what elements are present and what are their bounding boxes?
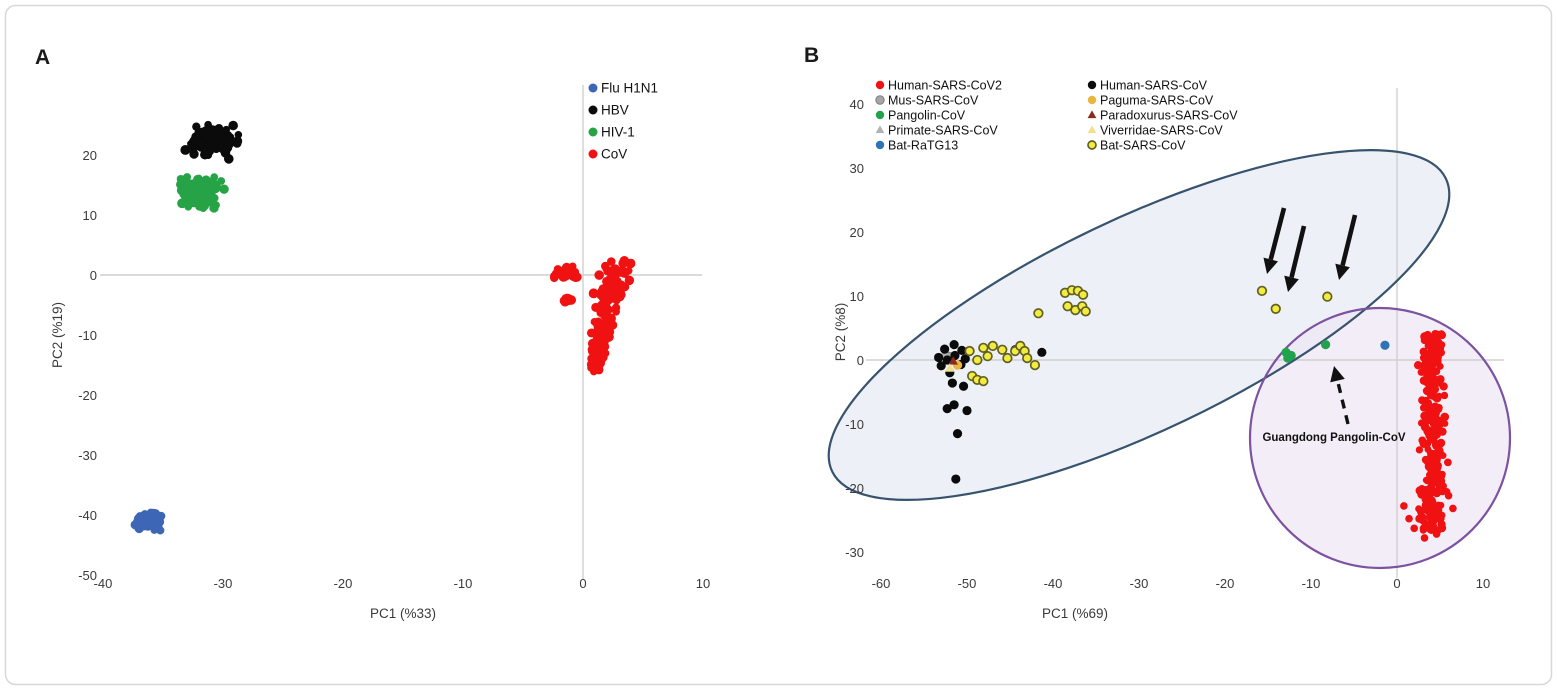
guangdong-pangolin-cov-dashed-arrow: [1330, 366, 1350, 425]
legend-item-paradoxurus-sars-cov: Paradoxurus-SARS-CoV: [1087, 109, 1238, 123]
legend-label: Primate-SARS-CoV: [888, 124, 998, 138]
x-tick-label: 10: [1476, 576, 1490, 591]
guangdong-pangolin-cov-annotation: Guangdong Pangolin-CoV: [1262, 432, 1405, 444]
bat-sars-cov-pointer-arrow: [1335, 214, 1358, 280]
x-tick-label: -60: [872, 576, 891, 591]
panel-a-letter: A: [35, 46, 50, 69]
series-cov: [549, 256, 636, 376]
legend-label: Paguma-SARS-CoV: [1100, 94, 1214, 108]
sars-cov2-group-circle-outline: [1248, 306, 1512, 570]
series-hbv: [180, 120, 243, 164]
legend-item-paguma-sars-cov: Paguma-SARS-CoV: [1087, 94, 1214, 108]
y-tick-label: -10: [78, 328, 97, 343]
x-tick-label: -20: [1216, 576, 1235, 591]
y-tick-label: -30: [78, 448, 97, 463]
panel-b-y-axis-label: PC2 (%8): [833, 303, 848, 362]
legend-label: Human-SARS-CoV: [1100, 79, 1208, 93]
legend-label: Bat-SARS-CoV: [1100, 139, 1186, 153]
panel-a-x-axis-label: PC1 (%33): [370, 606, 436, 621]
legend-label: Human-SARS-CoV2: [888, 79, 1002, 93]
y-tick-label: 0: [857, 353, 864, 368]
x-tick-label: 10: [696, 576, 710, 591]
sars-cov-group-ellipse-outline: [827, 149, 1451, 501]
legend-label: Paradoxurus-SARS-CoV: [1100, 109, 1238, 123]
y-tick-label: 10: [850, 289, 864, 304]
series-human-sars-cov2: [1400, 330, 1457, 542]
legend-label: Flu H1N1: [601, 81, 658, 96]
legend-label: Pangolin-CoV: [888, 109, 966, 123]
series-bat-sars-cov: [964, 285, 1333, 387]
y-tick-label: 30: [850, 161, 864, 176]
legend-item-hiv-1: HIV-1: [588, 125, 635, 140]
x-tick-label: 0: [1393, 576, 1400, 591]
panel-b-arrows: [1263, 207, 1358, 425]
panel-a-y-axis-label: PC2 (%19): [50, 302, 65, 368]
y-tick-label: -40: [78, 508, 97, 523]
x-tick-label: -40: [1044, 576, 1063, 591]
panel-b-group-highlight-fills: [828, 150, 1510, 568]
legend-label: HBV: [601, 103, 629, 118]
legend-item-cov: CoV: [588, 147, 627, 162]
x-tick-label: -30: [1130, 576, 1149, 591]
legend-item-bat-ratg13: Bat-RaTG13: [875, 139, 958, 153]
legend-label: CoV: [601, 147, 627, 162]
panel-b-tick-labels: -60 -50 -40 -30 -20 -10 0 10 40 30 20 10 0 -10 -20 -30: [845, 97, 1490, 591]
panel-a-data-points: [130, 120, 636, 535]
y-tick-label: -50: [78, 568, 97, 583]
y-tick-label: -10: [845, 417, 864, 432]
bat-sars-cov-pointer-arrow: [1284, 225, 1307, 292]
legend-item-viverridae-sars-cov: Viverridae-SARS-CoV: [1087, 124, 1223, 138]
legend-label: Mus-SARS-CoV: [888, 94, 979, 108]
panel-b-legend: Human-SARS-CoV2Mus-SARS-CoVPangolin-CoVP…: [875, 79, 1238, 153]
series-paradoxurus-sars-cov: [948, 356, 958, 365]
x-tick-label: -10: [454, 576, 473, 591]
y-tick-label: 40: [850, 97, 864, 112]
series-pangolin-cov: [1281, 340, 1331, 363]
series-flu-h1n1: [130, 508, 166, 535]
legend-item-hbv: HBV: [588, 103, 629, 118]
panel-b: B -60 -50 -40 -30 -20 -10 0 10 40 30 20 10 0 -10 -20 -3…: [804, 44, 1512, 621]
y-tick-label: 10: [83, 208, 97, 223]
panel-b-group-highlight-outlines: [827, 149, 1512, 570]
x-tick-label: -50: [958, 576, 977, 591]
y-tick-label: 20: [850, 225, 864, 240]
legend-item-flu-h1n1: Flu H1N1: [588, 81, 658, 96]
legend-item-primate-sars-cov: Primate-SARS-CoV: [875, 124, 998, 138]
y-tick-label: -20: [845, 481, 864, 496]
y-tick-label: -20: [78, 388, 97, 403]
panel-b-data-points: [934, 285, 1457, 542]
x-tick-label: -20: [334, 576, 353, 591]
legend-label: HIV-1: [601, 125, 635, 140]
legend-label: Viverridae-SARS-CoV: [1100, 124, 1223, 138]
legend-label: Bat-RaTG13: [888, 139, 958, 153]
sars-cov-group-ellipse-fill: [828, 150, 1450, 500]
legend-item-pangolin-cov: Pangolin-CoV: [875, 109, 966, 123]
panel-a-legend: Flu H1N1 HBV HIV-1 CoV: [588, 81, 658, 162]
bat-sars-cov-pointer-arrow: [1263, 207, 1287, 274]
legend-item-bat-sars-cov: Bat-SARS-CoV: [1087, 139, 1186, 153]
sars-cov2-group-circle-fill: [1250, 308, 1510, 568]
legend-item-mus-sars-cov: Mus-SARS-CoV: [875, 94, 979, 108]
series-bat-ratg13: [1380, 340, 1390, 350]
legend-item-human-sars-cov2: Human-SARS-CoV2: [875, 79, 1002, 93]
y-tick-label: 20: [83, 148, 97, 163]
panel-b-letter: B: [804, 44, 819, 67]
series-viverridae-sars-cov: [945, 363, 955, 372]
x-tick-label: -10: [1302, 576, 1321, 591]
y-tick-label: -30: [845, 545, 864, 560]
y-tick-label: 0: [90, 268, 97, 283]
panel-b-x-axis-label: PC1 (%69): [1042, 606, 1108, 621]
x-tick-label: 0: [579, 576, 586, 591]
figure-border: [4, 4, 1553, 686]
series-hiv-1: [175, 173, 229, 213]
x-tick-label: -30: [214, 576, 233, 591]
x-tick-label: -40: [94, 576, 113, 591]
legend-item-human-sars-cov: Human-SARS-CoV: [1087, 79, 1208, 93]
